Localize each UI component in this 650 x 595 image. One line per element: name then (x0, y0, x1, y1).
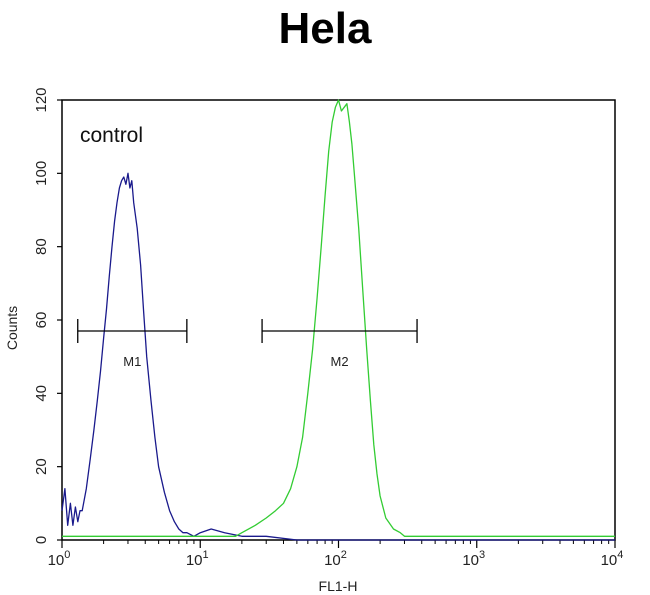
y-tick-label: 0 (33, 536, 50, 544)
plot-frame (61, 99, 616, 541)
marker-label: M1 (123, 354, 141, 369)
y-tick-label: 20 (33, 458, 50, 475)
y-tick-label: 80 (33, 238, 50, 255)
x-tick-label: 101 (186, 549, 209, 569)
chart-title: Hela (278, 4, 372, 53)
series-line-2 (62, 99, 615, 537)
series-line-1 (61, 172, 615, 541)
x-tick-label: 102 (324, 549, 347, 569)
series-layer (61, 99, 615, 541)
y-axis-title: Counts (4, 306, 20, 350)
y-tick-label: 120 (33, 87, 50, 112)
y-axis: 0 20 40 60 80 100 120 (33, 87, 62, 544)
y-tick-label: 60 (33, 312, 50, 329)
control-annotation: control (80, 124, 143, 147)
x-axis: 100 101 102 103 104 (48, 540, 624, 569)
y-tick-label: 100 (33, 161, 50, 186)
x-axis-title: FL1-H (319, 578, 358, 594)
x-tick-label: 100 (48, 549, 71, 569)
marker-label: M2 (331, 354, 349, 369)
y-tick-label: 40 (33, 385, 50, 402)
x-tick-label: 104 (601, 549, 624, 569)
marker-layer: M1 M2 (77, 319, 418, 369)
x-tick-label: 103 (462, 549, 485, 569)
